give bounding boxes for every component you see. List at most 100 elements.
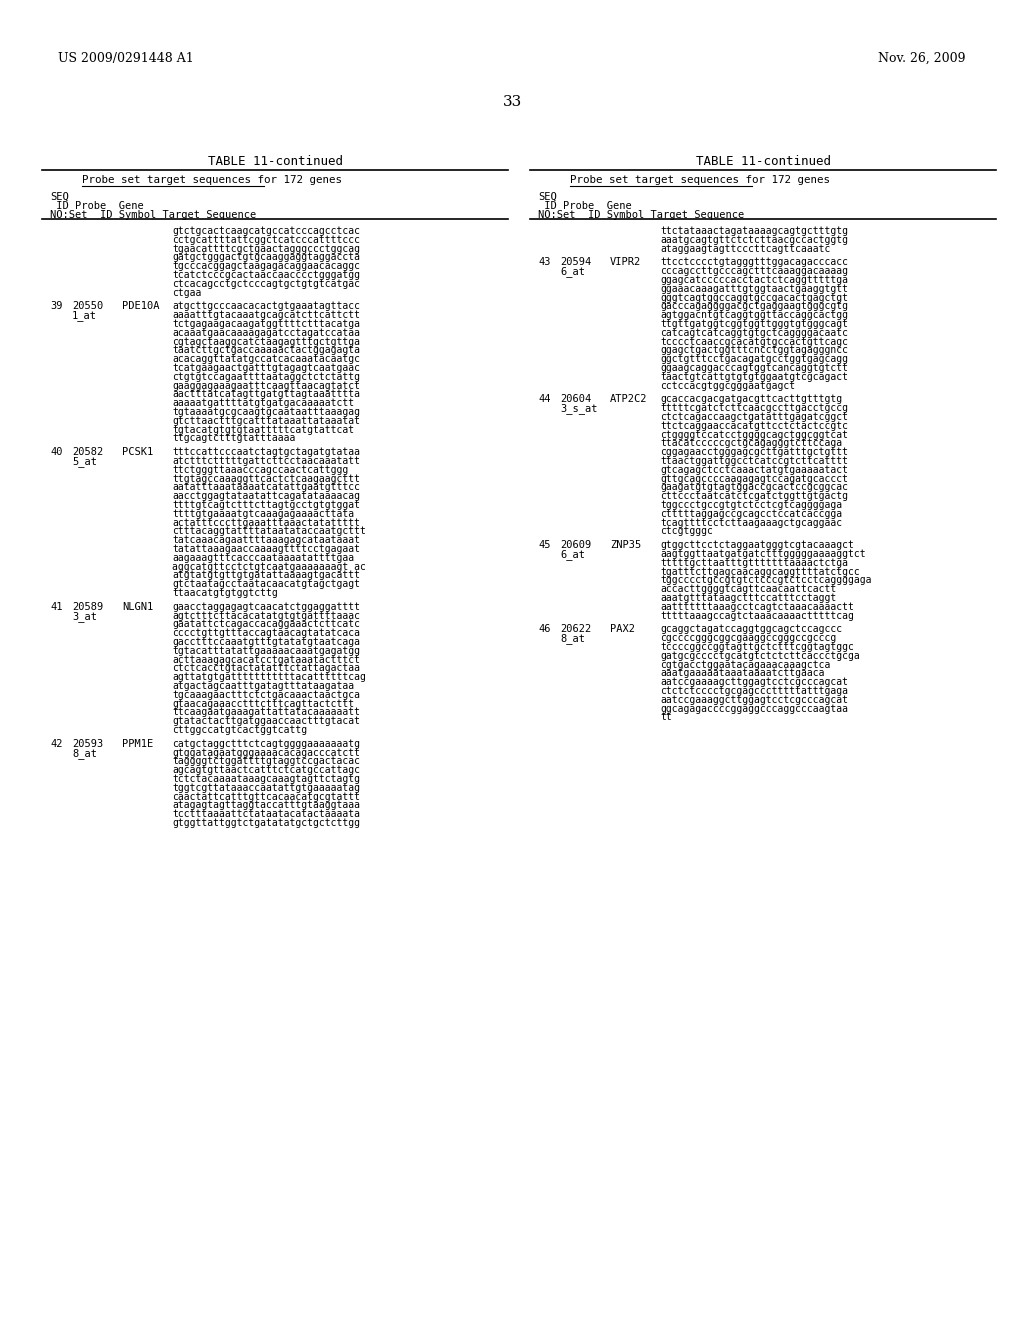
Text: agcagtgttaactcatttctcatgccattagc: agcagtgttaactcatttctcatgccattagc (172, 766, 360, 775)
Text: aaatgaaaaataaataaaatcttgaaca: aaatgaaaaataaataaaatcttgaaca (660, 668, 824, 678)
Text: gtggatagaatgggaaaacacagacccatctt: gtggatagaatgggaaaacacagacccatctt (172, 747, 360, 758)
Text: ggagctgactggtttcncctggtagagggncc: ggagctgactggtttcncctggtagagggncc (660, 346, 848, 355)
Text: atgactagcaatttgatagtttataagataa: atgactagcaatttgatagtttataagataa (172, 681, 354, 690)
Text: tggcccctgccgtgtctcccgtctcctcaggggaga: tggcccctgccgtgtctcccgtctcctcaggggaga (660, 576, 871, 585)
Text: 8_at: 8_at (560, 634, 585, 644)
Text: tttttgcttaatttgtttttttaaaactctga: tttttgcttaatttgtttttttaaaactctga (660, 558, 848, 568)
Text: 42: 42 (50, 739, 62, 748)
Text: tgaacattttcgctgaactagggccctggcag: tgaacattttcgctgaactagggccctggcag (172, 244, 360, 253)
Text: ttctgggttaaacccagccaactcattggg: ttctgggttaaacccagccaactcattggg (172, 465, 348, 475)
Text: 20609: 20609 (560, 540, 591, 550)
Text: aatttttttaaagcctcagtctaaacaaaactt: aatttttttaaagcctcagtctaaacaaaactt (660, 602, 854, 611)
Text: ttaactggattggcctcatccgtcttcatttt: ttaactggattggcctcatccgtcttcatttt (660, 455, 848, 466)
Text: cccagccttgcccagctttcaaaggacaaaag: cccagccttgcccagctttcaaaggacaaaag (660, 267, 848, 276)
Text: cgccccgggcggcgaaggccgggccgcccg: cgccccgggcggcgaaggccgggccgcccg (660, 634, 837, 643)
Text: 20593: 20593 (72, 739, 103, 748)
Text: TABLE 11-continued: TABLE 11-continued (695, 154, 830, 168)
Text: PDE10A: PDE10A (122, 301, 160, 312)
Text: NO:Set  ID Symbol Target Sequence: NO:Set ID Symbol Target Sequence (538, 210, 744, 220)
Text: tggccctgccgtgtctcctcgtcaggggaga: tggccctgccgtgtctcctcgtcaggggaga (660, 500, 842, 510)
Text: PCSK1: PCSK1 (122, 447, 154, 457)
Text: acacaggttatatgccatcacaaatacaatgc: acacaggttatatgccatcacaaatacaatgc (172, 354, 360, 364)
Text: gaacctaggagagtcaacatctggaggatttt: gaacctaggagagtcaacatctggaggatttt (172, 602, 360, 611)
Text: tttttaaagccagtctaaacaaaactttttcag: tttttaaagccagtctaaacaaaactttttcag (660, 611, 854, 620)
Text: aatatttaaataaaatcatattgaatgtttcc: aatatttaaataaaatcatattgaatgtttcc (172, 482, 360, 492)
Text: ctgtgtccagaattttaataggctctctattg: ctgtgtccagaattttaataggctctctattg (172, 372, 360, 381)
Text: ttcctcccctgtagggtttggacagacccacc: ttcctcccctgtagggtttggacagacccacc (660, 257, 848, 268)
Text: aaaatttgtacaaatgcagcatcttcattctt: aaaatttgtacaaatgcagcatcttcattctt (172, 310, 360, 321)
Text: taactgtcattgtgtgtggaatgtcgcagact: taactgtcattgtgtgtggaatgtcgcagact (660, 372, 848, 381)
Text: tgcccacggagctaagagacaggaacacaggc: tgcccacggagctaagagacaggaacacaggc (172, 261, 360, 271)
Text: agtggacntgtcaggtggttaccaggcactgg: agtggacntgtcaggtggttaccaggcactgg (660, 310, 848, 321)
Text: ctggggtccatcctggggcagctggcggtcat: ctggggtccatcctggggcagctggcggtcat (660, 429, 848, 440)
Text: gaaggagaaagaatttcaagttaacagtatct: gaaggagaaagaatttcaagttaacagtatct (172, 380, 360, 391)
Text: agtctttcttacacatatgtgtgattttaaac: agtctttcttacacatatgtgtgattttaaac (172, 611, 360, 620)
Text: gaatattctcagaccacaggaaactcttcatc: gaatattctcagaccacaggaaactcttcatc (172, 619, 360, 630)
Text: aaatgtttataagctttccatttcctaggt: aaatgtttataagctttccatttcctaggt (660, 593, 837, 603)
Text: aacctggagtataatattcagatataaaacag: aacctggagtataatattcagatataaaacag (172, 491, 360, 502)
Text: 1_at: 1_at (72, 310, 97, 321)
Text: gtatactacttgatggaaccaactttgtacat: gtatactacttgatggaaccaactttgtacat (172, 717, 360, 726)
Text: 20622: 20622 (560, 624, 591, 635)
Text: actatttcccttgaaatttaaactatattttt: actatttcccttgaaatttaaactatattttt (172, 517, 360, 528)
Text: cctgcattttattcggctcatcccattttccc: cctgcattttattcggctcatcccattttccc (172, 235, 360, 244)
Text: ctctcacctgtactatatttctattagactaa: ctctcacctgtactatatttctattagactaa (172, 664, 360, 673)
Text: cggagaacctgggagcgcttgatttgctgttt: cggagaacctgggagcgcttgatttgctgttt (660, 447, 848, 457)
Text: TABLE 11-continued: TABLE 11-continued (208, 154, 342, 168)
Text: SEQ: SEQ (538, 191, 557, 202)
Text: 40: 40 (50, 447, 62, 457)
Text: tcatgaagaactgatttgtagagtcaatgaac: tcatgaagaactgatttgtagagtcaatgaac (172, 363, 360, 374)
Text: Probe set target sequences for 172 genes: Probe set target sequences for 172 genes (82, 176, 342, 185)
Text: ctttttaggagccgcagcctccatcaccgga: ctttttaggagccgcagcctccatcaccgga (660, 508, 842, 519)
Text: ttttgtgaaaatgtcaaagagaaaacttata: ttttgtgaaaatgtcaaagagaaaacttata (172, 508, 354, 519)
Text: ttcaagaatgaaagattattatacaaaaaatt: ttcaagaatgaaagattattatacaaaaaatt (172, 708, 360, 717)
Text: ctctctcccctgcgagccctttttatttgaga: ctctctcccctgcgagccctttttatttgaga (660, 686, 848, 696)
Text: ttttgtcagtctttcttagtgcctgtgtggat: ttttgtcagtctttcttagtgcctgtgtggat (172, 500, 360, 510)
Text: aatccgaaaagcttggagtcctcgcccagcat: aatccgaaaagcttggagtcctcgcccagcat (660, 677, 848, 688)
Text: tggtcgttataaaccaatattgtgaaaaatag: tggtcgttataaaccaatattgtgaaaaatag (172, 783, 360, 793)
Text: tcccctcaaccgcacatgtgccactgttcagc: tcccctcaaccgcacatgtgccactgttcagc (660, 337, 848, 347)
Text: ctctcagaccaagctgatatttgagatcggct: ctctcagaccaagctgatatttgagatcggct (660, 412, 848, 422)
Text: ctttacaggtattttataatataccaatgcttt: ctttacaggtattttataatataccaatgcttt (172, 527, 366, 536)
Text: ttacatcccccgctgcagagggtcttccaga: ttacatcccccgctgcagagggtcttccaga (660, 438, 842, 449)
Text: 6_at: 6_at (560, 549, 585, 560)
Text: acttaaagagcacatcctgataaatactttct: acttaaagagcacatcctgataaatactttct (172, 655, 360, 664)
Text: agttatgtgatttttttttttacattttttcag: agttatgtgatttttttttttacattttttcag (172, 672, 366, 682)
Text: tt: tt (660, 713, 672, 722)
Text: tgtacatttatattgaaaaacaaatgagatgg: tgtacatttatattgaaaaacaaatgagatgg (172, 645, 360, 656)
Text: ttctataaactagataaaagcagtgctttgtg: ttctataaactagataaaagcagtgctttgtg (660, 226, 848, 236)
Text: aatccgaaaggcttggagtcctcgcccagcat: aatccgaaaggcttggagtcctcgcccagcat (660, 694, 848, 705)
Text: ggaaacaaagatttgtggtaactgaaggtgtt: ggaaacaaagatttgtggtaactgaaggtgtt (660, 284, 848, 294)
Text: tgtacatgtgtgtaatttttcatgtattcat: tgtacatgtgtgtaatttttcatgtattcat (172, 425, 354, 434)
Text: Nov. 26, 2009: Nov. 26, 2009 (879, 51, 966, 65)
Text: taatcttgctgaccaaaaactactggagagta: taatcttgctgaccaaaaactactggagagta (172, 346, 360, 355)
Text: gacctttccaaatgtttgtatatgtaatcaga: gacctttccaaatgtttgtatatgtaatcaga (172, 638, 360, 647)
Text: cgtagctaaggcatctaagagtttgctgttga: cgtagctaaggcatctaagagtttgctgttga (172, 337, 360, 347)
Text: PPM1E: PPM1E (122, 739, 154, 748)
Text: ctcacagcctgctcccagtgctgtgtcatgac: ctcacagcctgctcccagtgctgtgtcatgac (172, 279, 360, 289)
Text: Probe set target sequences for 172 genes: Probe set target sequences for 172 genes (570, 176, 830, 185)
Text: 41: 41 (50, 602, 62, 611)
Text: gtaacagaaacctttctttcagttactcttt: gtaacagaaacctttctttcagttactcttt (172, 698, 354, 709)
Text: aggcatgttcctctgtcaatgaaaaaaagt ac: aggcatgttcctctgtcaatgaaaaaaagt ac (172, 561, 366, 572)
Text: 45: 45 (538, 540, 551, 550)
Text: gaagatgtgtagtggaccgcactccgcggcac: gaagatgtgtagtggaccgcactccgcggcac (660, 482, 848, 492)
Text: tcagttttcctcttaagaaagctgcaggaac: tcagttttcctcttaagaaagctgcaggaac (660, 517, 842, 528)
Text: ttctcaggaaccacatgttcctctactccgtc: ttctcaggaaccacatgttcctctactccgtc (660, 421, 848, 430)
Text: gtggcttcctctaggaatgggtcgtacaaagct: gtggcttcctctaggaatgggtcgtacaaagct (660, 540, 854, 550)
Text: atctttctttttgattcttcctaacaaatatt: atctttctttttgattcttcctaacaaatatt (172, 455, 360, 466)
Text: gtcagagctcctcaaactatgtgaaaaatact: gtcagagctcctcaaactatgtgaaaaatact (660, 465, 848, 475)
Text: ttaacatgtgtggtcttg: ttaacatgtgtggtcttg (172, 587, 278, 598)
Text: 3_s_at: 3_s_at (560, 403, 597, 414)
Text: tctctacaaaataaagcaaagtagttctagtg: tctctacaaaataaagcaaagtagttctagtg (172, 774, 360, 784)
Text: tccccggccggtagttgctctttcggtagtggc: tccccggccggtagttgctctttcggtagtggc (660, 642, 854, 652)
Text: ttgtagccaaaggttcactctcaagaagcttt: ttgtagccaaaggttcactctcaagaagcttt (172, 474, 360, 483)
Text: 43: 43 (538, 257, 551, 268)
Text: ggcagagaccccggaggcccaggcccaagtaa: ggcagagaccccggaggcccaggcccaagtaa (660, 704, 848, 714)
Text: ggagcatcccccacctactctcaggtttttga: ggagcatcccccacctactctcaggtttttga (660, 275, 848, 285)
Text: tttccattcccaatctagtgctagatgtataa: tttccattcccaatctagtgctagatgtataa (172, 447, 360, 457)
Text: ctcgtgggc: ctcgtgggc (660, 527, 713, 536)
Text: aagtggttaatgatgatctttgggggaaaaggtct: aagtggttaatgatgatctttgggggaaaaggtct (660, 549, 865, 558)
Text: caactattcatttgttcacaacatgcgtattt: caactattcatttgttcacaacatgcgtattt (172, 792, 360, 801)
Text: catgctaggctttctcagtggggaaaaaaatg: catgctaggctttctcagtggggaaaaaaatg (172, 739, 360, 748)
